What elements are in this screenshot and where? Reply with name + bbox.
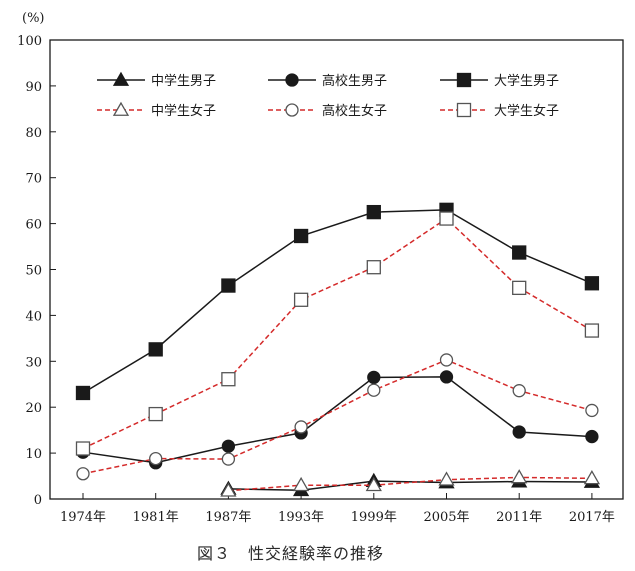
data-point bbox=[365, 476, 382, 492]
data-point bbox=[438, 471, 455, 486]
legend-item: 高校生女子 bbox=[268, 103, 387, 119]
legend-item: 高校生男子 bbox=[268, 73, 387, 89]
legend-label: 大学生女子 bbox=[494, 103, 559, 119]
data-point bbox=[367, 383, 381, 397]
series-line bbox=[82, 217, 593, 450]
data-point bbox=[221, 439, 236, 453]
data-point bbox=[293, 228, 309, 244]
legend-marker bbox=[112, 101, 130, 116]
data-point bbox=[512, 280, 527, 296]
series-line bbox=[82, 376, 592, 464]
x-tick-label: 2005年 bbox=[423, 510, 469, 525]
legend-label: 高校生男子 bbox=[322, 73, 387, 89]
legend-item: 大学生女子 bbox=[440, 102, 559, 119]
legend-marker bbox=[456, 102, 472, 118]
x-tick-label: 1999年 bbox=[351, 510, 397, 525]
y-tick-label: 10 bbox=[25, 447, 42, 462]
legend-marker bbox=[285, 73, 299, 87]
series-4 bbox=[220, 469, 601, 497]
series-line bbox=[82, 209, 593, 394]
data-point bbox=[366, 260, 381, 275]
data-point bbox=[148, 342, 163, 357]
y-tick-label: 30 bbox=[25, 355, 42, 370]
legend-label: 中学生女子 bbox=[151, 103, 216, 119]
data-point bbox=[439, 353, 454, 367]
y-tick-label: 40 bbox=[25, 309, 42, 324]
series-3 bbox=[75, 202, 600, 401]
series-5 bbox=[76, 353, 599, 481]
data-point bbox=[585, 403, 599, 418]
data-point bbox=[511, 469, 528, 484]
data-point bbox=[585, 429, 599, 444]
legend-marker bbox=[456, 72, 472, 88]
x-tick-label: 1993年 bbox=[278, 510, 324, 525]
legend-item: 中学生女子 bbox=[97, 101, 216, 119]
data-point bbox=[294, 420, 308, 434]
data-point bbox=[221, 452, 236, 466]
x-tick-label: 2017年 bbox=[569, 510, 615, 525]
data-point bbox=[512, 425, 526, 439]
data-point bbox=[439, 370, 454, 384]
data-point bbox=[221, 372, 236, 387]
x-axis: 1974年 1981年 1987年 1993年 1999年 2005年 2011年 2017年 bbox=[60, 493, 615, 525]
figure-caption: 図３ 性交経験率の推移 bbox=[197, 544, 385, 563]
legend-item: 中学生男子 bbox=[97, 71, 216, 89]
series-line bbox=[228, 480, 592, 492]
data-point bbox=[221, 278, 236, 293]
data-point bbox=[75, 441, 91, 456]
data-point bbox=[148, 406, 163, 422]
data-point bbox=[584, 323, 600, 338]
x-tick-label: 1987年 bbox=[205, 510, 251, 525]
legend-label: 大学生男子 bbox=[494, 73, 559, 89]
data-point bbox=[292, 476, 310, 492]
y-axis: 0 10 20 30 40 50 60 70 80 90 100 bbox=[17, 34, 56, 508]
legend-label: 中学生男子 bbox=[151, 73, 216, 89]
series-line bbox=[82, 359, 593, 475]
legend-label: 高校生女子 bbox=[322, 103, 387, 119]
data-point bbox=[512, 245, 527, 260]
data-point bbox=[439, 211, 454, 226]
y-tick-label: 50 bbox=[25, 264, 42, 279]
y-tick-label: 90 bbox=[25, 80, 42, 95]
y-axis-unit-label: (%) bbox=[22, 11, 45, 26]
data-point bbox=[293, 292, 309, 307]
series-layer bbox=[75, 202, 601, 497]
data-point bbox=[512, 384, 526, 398]
series-line bbox=[228, 476, 592, 492]
y-tick-label: 60 bbox=[25, 218, 42, 233]
y-tick-label: 0 bbox=[34, 493, 42, 508]
x-tick-label: 1974年 bbox=[60, 510, 106, 525]
data-point bbox=[583, 470, 601, 485]
legend-item: 大学生男子 bbox=[440, 72, 559, 89]
data-point bbox=[75, 385, 91, 401]
x-tick-label: 1981年 bbox=[133, 510, 179, 525]
y-tick-label: 100 bbox=[17, 34, 42, 49]
legend-marker bbox=[112, 71, 130, 86]
y-tick-label: 70 bbox=[25, 172, 42, 187]
data-point bbox=[220, 482, 237, 497]
data-point bbox=[584, 276, 600, 291]
legend-marker bbox=[285, 103, 299, 117]
data-point bbox=[149, 451, 163, 466]
data-point bbox=[366, 204, 381, 220]
data-point bbox=[367, 370, 381, 385]
y-tick-label: 20 bbox=[25, 401, 42, 416]
series-6 bbox=[75, 211, 600, 456]
data-point bbox=[76, 467, 90, 481]
x-tick-label: 2011年 bbox=[496, 510, 542, 525]
y-tick-label: 80 bbox=[25, 126, 42, 141]
